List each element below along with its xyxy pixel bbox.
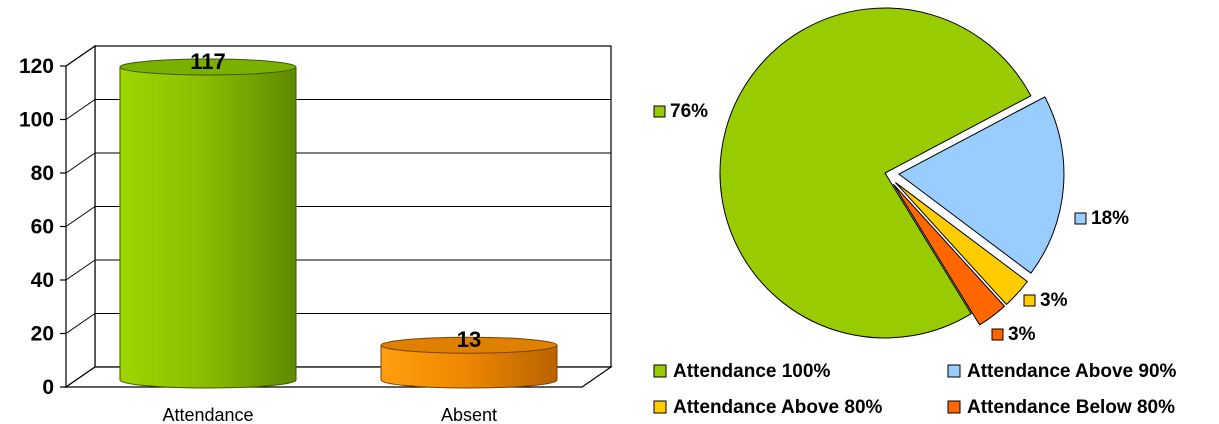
x-category-label: Attendance <box>162 405 253 424</box>
legend-swatch <box>947 400 961 414</box>
pie-label-swatch <box>1074 212 1087 225</box>
pie-data-label: 3% <box>1040 290 1068 311</box>
legend-label: Attendance Above 90% <box>967 361 1177 382</box>
legend-label: Attendance 100% <box>673 361 830 382</box>
legend-label: Attendance Above 80% <box>673 397 883 418</box>
pie-data-label: 76% <box>670 101 708 122</box>
pie-slice <box>892 183 1006 326</box>
gridline <box>65 99 96 120</box>
y-tick-label: 20 <box>31 323 54 346</box>
legend-item: Attendance Above 90% <box>947 361 1177 382</box>
legend-label: Attendance Below 80% <box>967 397 1175 418</box>
pie-slice <box>898 96 1065 274</box>
legend-swatch <box>947 364 961 378</box>
y-tick-label: 60 <box>31 216 54 239</box>
pie-slice <box>719 7 1032 339</box>
pie-slice <box>894 182 1029 306</box>
y-tick-label: 40 <box>31 269 54 292</box>
gridline <box>65 152 96 174</box>
legend-swatch <box>653 364 667 378</box>
legend-item: Attendance Above 80% <box>653 397 883 418</box>
pie-label-swatch <box>653 105 666 118</box>
y-tick-label: 120 <box>19 55 54 78</box>
gridline <box>65 313 96 334</box>
bar-data-label: 13 <box>457 327 481 352</box>
legend-item: Attendance Below 80% <box>947 397 1175 418</box>
y-tick-label: 80 <box>31 162 54 185</box>
bar-attendance <box>119 58 297 389</box>
pie-label-swatch <box>1023 294 1036 307</box>
gridline <box>65 206 96 227</box>
bar-data-label: 117 <box>190 49 226 74</box>
bar-chart: 0 20 40 60 80 100 120 Attendance Absent 117 13 <box>19 44 613 424</box>
pie-label-swatch <box>991 328 1004 341</box>
y-tick-label: 100 <box>19 109 54 132</box>
bar-absent <box>380 336 558 389</box>
x-category-label: Absent <box>441 405 497 424</box>
gridline <box>65 45 96 67</box>
gridline <box>65 259 96 281</box>
legend-swatch <box>653 400 667 414</box>
pie-data-label: 3% <box>1008 324 1036 345</box>
legend-item: Attendance 100% <box>653 361 830 382</box>
y-tick-label: 0 <box>42 376 54 399</box>
pie-data-label: 18% <box>1091 208 1129 229</box>
